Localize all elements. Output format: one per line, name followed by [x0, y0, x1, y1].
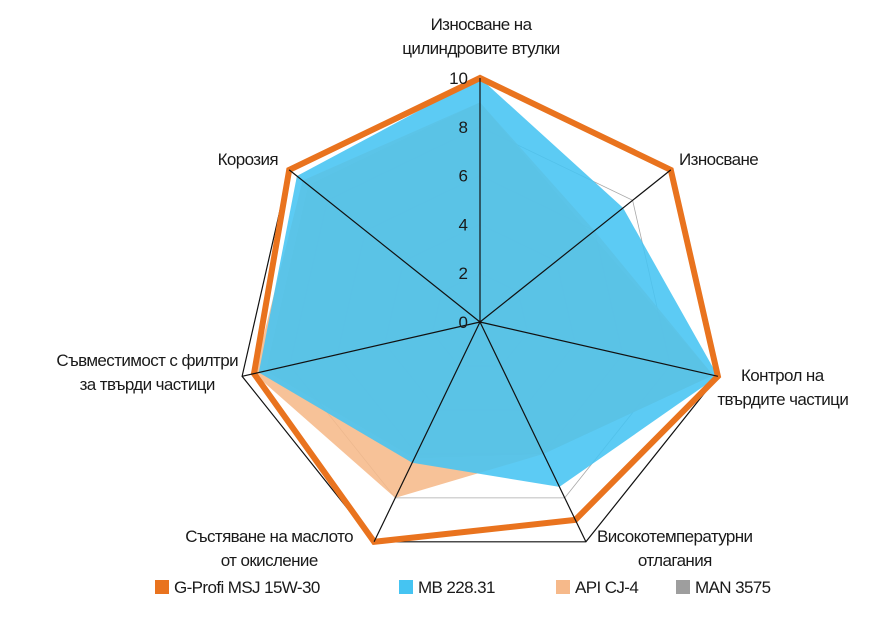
radar-spoke — [479, 321, 719, 377]
tick-label: 2 — [459, 264, 468, 283]
legend-swatch — [676, 580, 690, 594]
radar-spokes — [241, 78, 719, 543]
radar-series — [250, 74, 722, 545]
legend-swatch — [155, 580, 169, 594]
legend-item: MB 228.31 — [399, 578, 496, 597]
radar-spoke — [373, 321, 481, 543]
axis-label-line: Контрол на — [741, 366, 825, 385]
tick-label: 0 — [459, 313, 468, 332]
radar-spoke — [241, 321, 481, 377]
axis-label: Износване — [679, 150, 759, 169]
tick-label: 10 — [449, 69, 468, 88]
legend-label: G-Profi MSJ 15W-30 — [174, 578, 320, 597]
tick-label: 4 — [459, 215, 468, 234]
legend-swatch — [399, 580, 413, 594]
axis-label-line: от окисление — [221, 551, 318, 570]
axis-label-line: цилиндровите втулки — [402, 39, 559, 58]
legend-label: API CJ-4 — [575, 578, 638, 597]
chart-legend: G-Profi MSJ 15W-30 MB 228.31 API CJ-4 MAN 3… — [155, 578, 771, 597]
axis-label: Контрол на твърдите частици — [717, 366, 849, 409]
legend-swatch — [556, 580, 570, 594]
axis-label: Износване на цилиндровите втулки — [402, 15, 560, 58]
radar-tick-labels: 0 2 4 6 8 10 — [449, 69, 468, 332]
series-line-g-profi-msj-15w-30 — [250, 74, 722, 545]
axis-label-line: Съвместимост с филтри — [56, 351, 238, 370]
legend-item: API CJ-4 — [556, 578, 639, 597]
tick-label: 8 — [459, 118, 468, 137]
series-area-mb-228-31 — [258, 78, 718, 487]
axis-label: Състяване на маслото от окисление — [185, 527, 353, 570]
axis-label-line: за твърди частици — [80, 375, 215, 394]
axis-label-line: Корозия — [218, 150, 279, 169]
axis-label-line: отлагания — [638, 551, 712, 570]
axis-label-line: Износване — [679, 150, 758, 169]
axis-label-line: твърдите частици — [717, 390, 848, 409]
radar-spoke — [479, 321, 587, 543]
legend-item: MAN 3575 — [676, 578, 771, 597]
legend-label: MAN 3575 — [695, 578, 771, 597]
axis-label: Високотемпературни отлагания — [597, 527, 753, 570]
axis-label-line: Състяване на маслото — [185, 527, 353, 546]
axis-label-line: Износване на — [431, 15, 533, 34]
legend-label: MB 228.31 — [418, 578, 495, 597]
tick-label: 6 — [459, 167, 468, 186]
radar-spoke — [288, 169, 481, 323]
axis-label-line: Високотемпературни — [597, 527, 753, 546]
radar-spoke — [479, 169, 672, 323]
axis-label: Съвместимост с филтри за твърди частици — [56, 351, 238, 394]
axis-label: Корозия — [218, 150, 279, 169]
legend-item: G-Profi MSJ 15W-30 — [155, 578, 320, 597]
